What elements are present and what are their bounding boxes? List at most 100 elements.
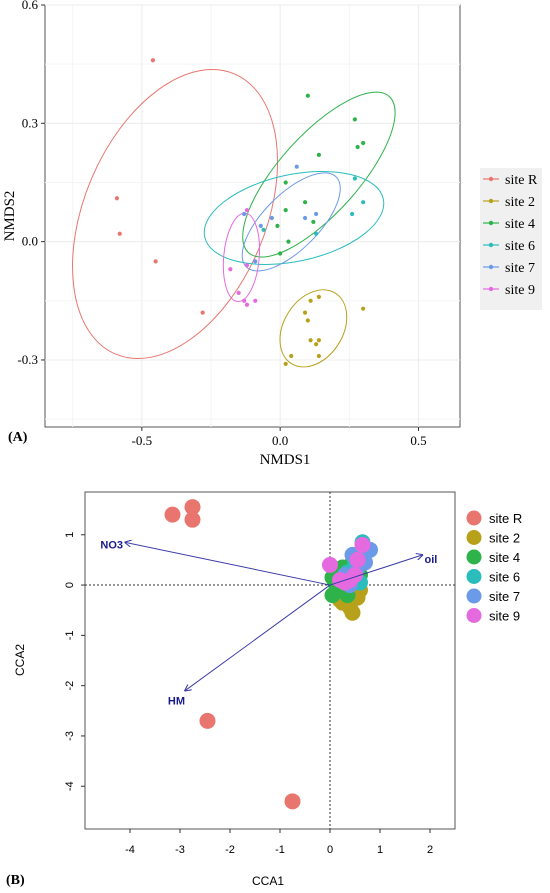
ellipse-site-6 <box>203 170 385 265</box>
panel-a-legend-background <box>480 168 542 310</box>
point-site-2 <box>314 342 319 347</box>
point-site-6 <box>352 176 357 181</box>
point-site-6 <box>350 211 355 217</box>
point-site-4 <box>278 251 283 256</box>
point-site-4 <box>361 140 366 146</box>
ellipse-site-4 <box>242 91 396 258</box>
panel-a-nmds: -0.5 0.0 0.5 -0.3 0.0 0.3 0.6 NMDS1 NMDS2 (A)… <box>2 0 542 468</box>
cca-point-site-r <box>199 712 216 729</box>
legend-a-label-site-6: site 6 <box>505 239 535 254</box>
ellipse-site-2 <box>279 289 348 368</box>
point-site-6 <box>361 200 366 205</box>
point-site-2 <box>302 310 308 315</box>
legend-a-marker-site-7 <box>488 264 494 270</box>
point-site-r <box>200 310 205 315</box>
point-site-2 <box>316 294 321 299</box>
panel-b-y-tick-label: 1 <box>64 532 76 538</box>
legend-b-marker-site-6 <box>466 569 482 584</box>
panel-b-reference-lines <box>85 492 455 829</box>
legend-b-label-site-2: site 2 <box>489 531 520 546</box>
point-site-2 <box>308 298 313 303</box>
panel-a-y-ticks: -0.3 0.0 0.3 0.6 <box>17 0 45 367</box>
point-site-7 <box>294 164 299 169</box>
arrow-hm <box>185 584 331 691</box>
point-site-9 <box>242 298 247 303</box>
panel-a-y-tick-label: 0.0 <box>22 234 38 249</box>
panel-b-y-tick-label: 0 <box>64 582 76 588</box>
point-site-9 <box>244 263 250 268</box>
arrow-label-oil: oil <box>425 554 438 566</box>
point-site-2 <box>361 306 366 311</box>
legend-a-label-site-2: site 2 <box>505 195 535 210</box>
point-site-4 <box>355 144 360 150</box>
point-site-4 <box>316 152 321 157</box>
panel-b-y-tick-label: -4 <box>64 781 76 791</box>
panel-a-x-tick-label: 0.5 <box>410 433 426 448</box>
point-site-6 <box>314 231 319 236</box>
panel-b-y-ticks: 1 0 -1 -2 -3 -4 <box>64 532 85 791</box>
arrow-label-no3: NO3 <box>100 539 123 551</box>
legend-b-label-site-4: site 4 <box>489 550 520 565</box>
point-site-r <box>150 58 155 63</box>
panel-b-x-tick-label: -3 <box>175 844 185 856</box>
point-site-2 <box>305 318 310 323</box>
point-site-2 <box>308 338 313 343</box>
legend-b-marker-site-7 <box>466 588 482 604</box>
legend-b-marker-site-r <box>466 510 482 526</box>
cca-point-site-r <box>284 793 301 810</box>
point-site-4 <box>286 239 291 244</box>
point-site-7 <box>314 211 319 217</box>
point-site-r <box>153 259 158 264</box>
point-site-4 <box>283 180 288 185</box>
panel-a-points <box>114 58 366 366</box>
panel-b-x-ticks: -4 -3 -2 -1 0 1 2 <box>125 829 433 856</box>
point-site-7 <box>302 215 308 221</box>
arrow-oil <box>329 555 423 586</box>
panel-b-label: (B) <box>6 873 25 888</box>
point-site-6 <box>261 227 266 232</box>
panel-a-y-tick-label: 0.6 <box>22 0 39 12</box>
panel-a-plot-area <box>44 4 461 428</box>
cca-point-site-9 <box>349 551 366 568</box>
point-site-7 <box>253 259 258 264</box>
point-site-4 <box>283 207 288 213</box>
cca-point-site-9 <box>354 536 371 553</box>
point-site-4 <box>311 219 316 225</box>
cca-point-site-r <box>164 506 181 523</box>
panel-a-x-tick-label: -0.5 <box>132 433 153 448</box>
cca-point-site-4 <box>324 587 341 604</box>
point-site-r <box>117 231 122 236</box>
panel-b-y-tick-label: -1 <box>64 630 76 640</box>
panel-a-y-axis-label: NMDS2 <box>2 191 18 242</box>
panel-b-x-tick-label: 1 <box>377 844 383 856</box>
panel-b-plot-area <box>84 491 456 830</box>
arrow-no3 <box>125 542 331 586</box>
legend-a-label-site-7: site 7 <box>505 261 535 276</box>
legend-a-label-site-9: site 9 <box>505 283 535 298</box>
point-site-7 <box>269 215 274 221</box>
cca-point-site-r <box>184 499 201 516</box>
panel-a-x-axis-label: NMDS1 <box>260 452 311 468</box>
legend-b-label-site-r: site R <box>489 511 522 526</box>
point-site-9 <box>244 207 250 213</box>
cca-point-site-r <box>184 511 201 528</box>
point-site-9 <box>228 267 233 272</box>
point-site-4 <box>352 117 357 122</box>
panel-b-x-tick-label: -2 <box>225 844 235 856</box>
legend-a-marker-site-4 <box>488 220 494 226</box>
point-site-9 <box>244 302 250 307</box>
legend-a-marker-site-2 <box>488 198 494 204</box>
point-site-9 <box>236 290 241 296</box>
cca-point-site-9 <box>342 572 358 589</box>
legend-b-label-site-7: site 7 <box>489 589 520 604</box>
legend-a-marker-site-r <box>488 176 494 182</box>
panel-a-legend: site R site 2 site 4 site 6 site 7 site 9 <box>483 173 538 298</box>
cca-point-site-2 <box>344 604 361 621</box>
panel-b-x-tick-label: 2 <box>427 844 433 856</box>
panel-a-y-tick-label: -0.3 <box>17 352 38 367</box>
panel-b-arrows: NO3 oil HM <box>100 539 437 707</box>
panel-b-y-axis-label: CCA2 <box>13 644 27 676</box>
panel-b-x-tick-label: 0 <box>327 844 333 856</box>
panel-b-legend: site R site 2 site 4 site 6 site 7 site 9 <box>466 510 522 624</box>
